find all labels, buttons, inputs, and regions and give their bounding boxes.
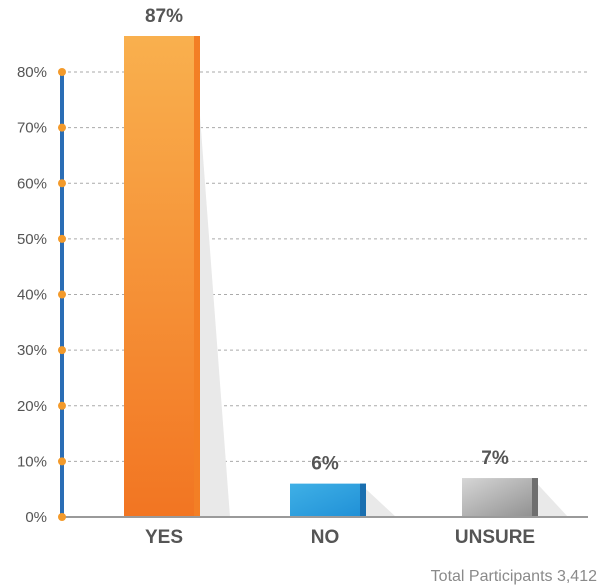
x-tick-label: UNSURE — [455, 527, 535, 548]
y-axis-dot — [58, 123, 66, 132]
bar-shadow — [532, 478, 568, 517]
bar-shadows — [194, 36, 568, 517]
y-tick-label: 50% — [17, 231, 47, 248]
bar-yes — [124, 36, 200, 517]
y-axis-dot — [58, 401, 66, 410]
y-tick-label: 10% — [17, 453, 47, 470]
bar-edge — [532, 478, 538, 517]
gridlines — [62, 71, 588, 462]
y-axis-dot — [58, 68, 66, 76]
labels: 0% 10% 20% 30% 40% 50% 60% 70% 80% 87% YES 6% NO 7% UN… — [17, 6, 535, 548]
y-axis-dot — [58, 290, 66, 299]
y-tick-label: 40% — [17, 287, 47, 304]
data-label: 87% — [145, 6, 183, 27]
bar-unsure — [462, 478, 538, 517]
y-axis — [58, 68, 588, 521]
bars — [124, 36, 538, 517]
y-axis-dot — [58, 234, 66, 243]
y-tick-label: 70% — [17, 120, 47, 137]
y-tick-label: 20% — [17, 398, 47, 415]
bar-no — [290, 483, 366, 517]
bar-edge — [360, 483, 366, 517]
bar-edge — [194, 36, 200, 517]
y-axis-dot — [58, 179, 66, 188]
bar-shadow — [194, 36, 230, 517]
total-participants: Total Participants 3,412 — [431, 568, 597, 585]
bar-shadow — [360, 483, 396, 517]
y-tick-label: 60% — [17, 175, 47, 192]
y-tick-label: 80% — [17, 64, 47, 81]
y-axis-dot — [58, 513, 66, 521]
y-axis-dot — [58, 346, 66, 355]
data-label: 7% — [481, 448, 509, 469]
y-tick-label: 30% — [17, 342, 47, 359]
data-label: 6% — [311, 454, 339, 475]
y-tick-label: 0% — [25, 509, 47, 526]
x-tick-label: NO — [311, 527, 340, 548]
x-tick-label: YES — [145, 527, 183, 548]
y-axis-dot — [58, 457, 66, 466]
